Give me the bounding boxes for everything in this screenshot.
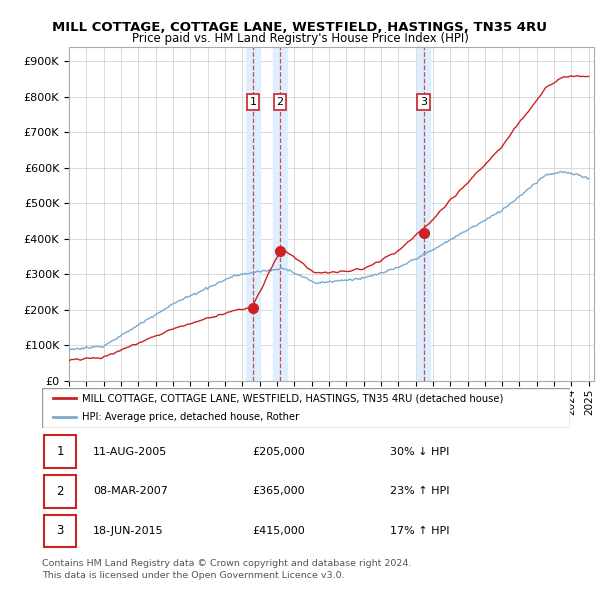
Text: 3: 3 <box>420 97 427 107</box>
Text: 2: 2 <box>56 485 64 498</box>
Text: 1: 1 <box>56 445 64 458</box>
Text: 17% ↑ HPI: 17% ↑ HPI <box>390 526 449 536</box>
Text: Price paid vs. HM Land Registry's House Price Index (HPI): Price paid vs. HM Land Registry's House … <box>131 32 469 45</box>
Text: This data is licensed under the Open Government Licence v3.0.: This data is licensed under the Open Gov… <box>42 571 344 580</box>
Text: 08-MAR-2007: 08-MAR-2007 <box>93 487 168 496</box>
Text: Contains HM Land Registry data © Crown copyright and database right 2024.: Contains HM Land Registry data © Crown c… <box>42 559 412 568</box>
Text: HPI: Average price, detached house, Rother: HPI: Average price, detached house, Roth… <box>82 412 299 422</box>
FancyBboxPatch shape <box>44 435 76 468</box>
Text: 3: 3 <box>56 525 64 537</box>
Text: 18-JUN-2015: 18-JUN-2015 <box>93 526 164 536</box>
Bar <box>246 47 260 381</box>
Text: 1: 1 <box>250 97 256 107</box>
Text: 23% ↑ HPI: 23% ↑ HPI <box>390 487 449 496</box>
Text: 11-AUG-2005: 11-AUG-2005 <box>93 447 167 457</box>
Bar <box>273 47 287 381</box>
FancyBboxPatch shape <box>42 388 570 428</box>
Text: 2: 2 <box>277 97 284 107</box>
Text: £415,000: £415,000 <box>252 526 305 536</box>
Text: 30% ↓ HPI: 30% ↓ HPI <box>390 447 449 457</box>
Text: MILL COTTAGE, COTTAGE LANE, WESTFIELD, HASTINGS, TN35 4RU: MILL COTTAGE, COTTAGE LANE, WESTFIELD, H… <box>53 21 548 34</box>
Text: MILL COTTAGE, COTTAGE LANE, WESTFIELD, HASTINGS, TN35 4RU (detached house): MILL COTTAGE, COTTAGE LANE, WESTFIELD, H… <box>82 394 503 404</box>
FancyBboxPatch shape <box>44 475 76 508</box>
FancyBboxPatch shape <box>44 514 76 548</box>
Bar <box>416 47 430 381</box>
Text: £205,000: £205,000 <box>252 447 305 457</box>
Text: £365,000: £365,000 <box>252 487 305 496</box>
